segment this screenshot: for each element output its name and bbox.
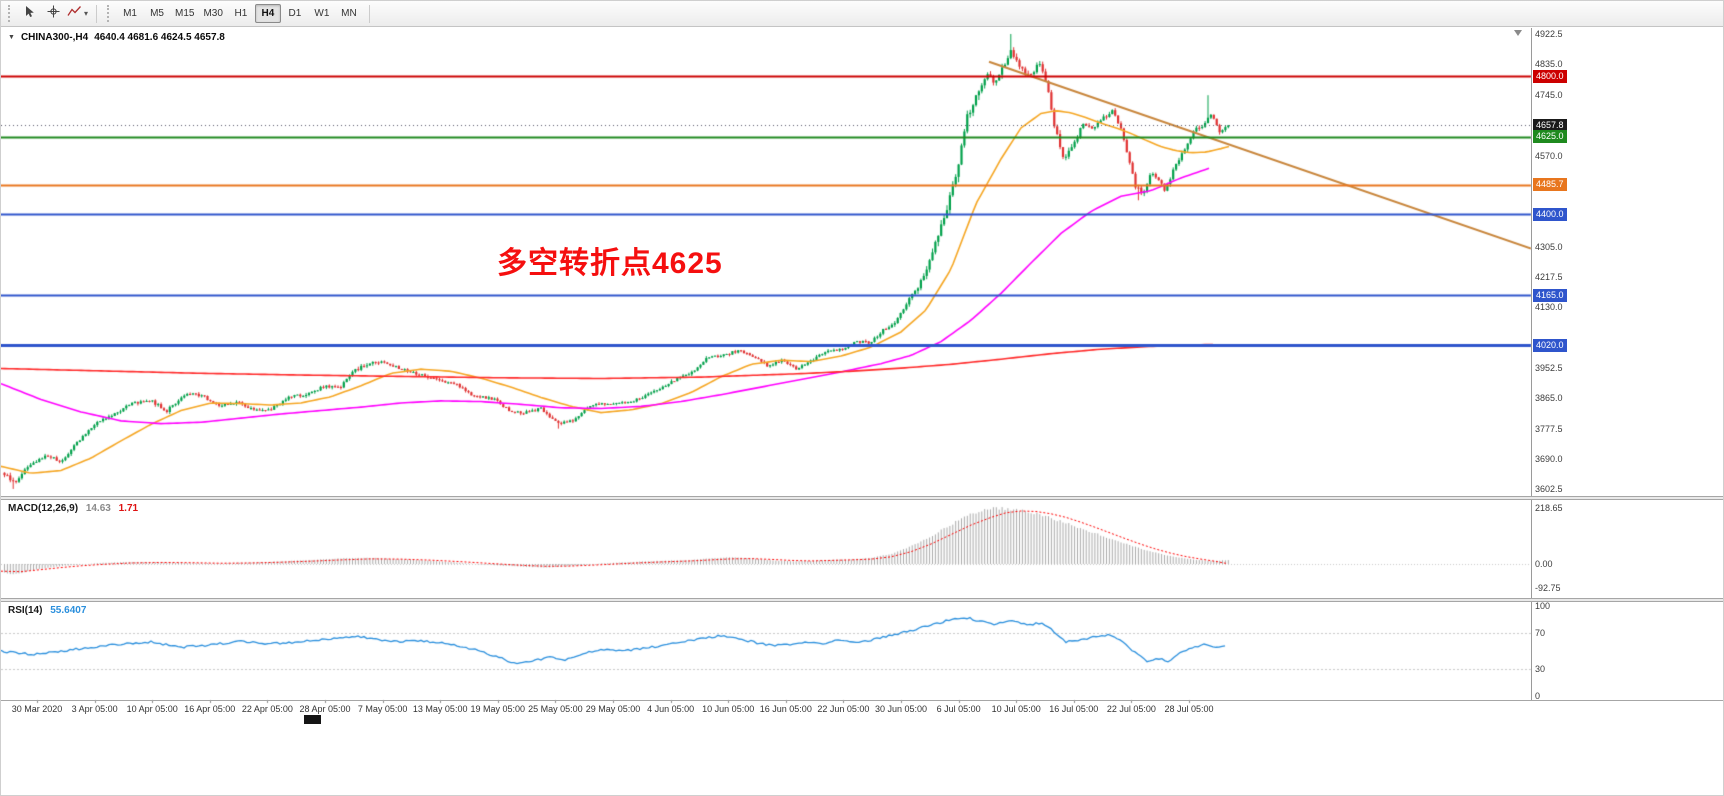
price-level-badge: 4800.0 — [1533, 69, 1567, 83]
time-axis-label: 6 Jul 05:00 — [936, 704, 981, 714]
time-axis-label: 22 Jul 05:00 — [1106, 704, 1156, 714]
price-level-badge: 4165.0 — [1533, 288, 1567, 302]
time-axis-label: 16 Jul 05:00 — [1049, 704, 1099, 714]
price-axis-label: 3865.0 — [1535, 393, 1563, 404]
time-axis-label: 10 Jul 05:00 — [991, 704, 1041, 714]
price-level-badge: 4400.0 — [1533, 207, 1567, 221]
taskbar-fragment — [304, 715, 321, 724]
symbol-ohlc: 4640.4 4681.6 4624.5 4657.8 — [94, 32, 225, 43]
rsi-value: 55.6407 — [50, 605, 87, 616]
cursor-icon — [23, 5, 36, 23]
time-axis-label: 28 Apr 05:00 — [299, 704, 351, 714]
macd-name: MACD(12,26,9) — [8, 503, 79, 514]
time-axis-label: 22 Jun 05:00 — [817, 704, 870, 714]
symbol-header: ▼ CHINA300-,H4 4640.4 4681.6 4624.5 4657… — [8, 32, 225, 43]
toolbar-grip[interactable] — [107, 5, 112, 22]
time-axis-label: 10 Jun 05:00 — [702, 704, 755, 714]
time-axis-label: 3 Apr 05:00 — [71, 704, 118, 714]
timeframe-button-m5[interactable]: M5 — [150, 8, 164, 19]
timeframe-button-h4[interactable]: H4 — [254, 4, 281, 23]
symbol-name: CHINA300-,H4 — [20, 32, 89, 43]
rsi-axis-label: 0 — [1535, 691, 1541, 701]
price-axis-label: 4570.0 — [1535, 150, 1563, 161]
panel-separator-macd[interactable] — [1, 496, 1723, 500]
timeframe-button-m1[interactable]: M1 — [123, 8, 137, 19]
timeframe-group: M1 M5 M15 M30 H1 H4 D1 W1 MN — [117, 4, 362, 23]
timeframe-button-m15[interactable]: M15 — [175, 8, 195, 19]
price-level-badge: 4020.0 — [1533, 338, 1567, 352]
time-axis-label: 30 Mar 2020 — [11, 704, 63, 714]
time-axis-label: 4 Jun 05:00 — [647, 704, 695, 714]
price-axis-label: 3690.0 — [1535, 453, 1563, 464]
price-level-badge: 4485.7 — [1533, 178, 1567, 192]
price-axis-label: 3602.5 — [1535, 483, 1563, 494]
price-axis-label: 4130.0 — [1535, 302, 1563, 313]
price-level-badge: 4625.0 — [1533, 130, 1567, 144]
toolbar-separator — [368, 4, 370, 23]
timeframe-button-d1[interactable]: D1 — [288, 8, 302, 19]
macd-axis-label: 0.00 — [1535, 559, 1553, 569]
time-axis-label: 16 Apr 05:00 — [184, 704, 236, 714]
toolbar-grip[interactable] — [8, 5, 13, 22]
rsi-axis-label: 70 — [1535, 628, 1546, 638]
time-axis-label: 10 Apr 05:00 — [126, 704, 178, 714]
time-axis-label: 16 Jun 05:00 — [759, 704, 812, 714]
price-axis-border — [1531, 28, 1532, 700]
rsi-indicator-label: RSI(14) 55.6407 — [8, 605, 86, 616]
price-axis-label: 3777.5 — [1535, 423, 1563, 434]
macd-main-value: 14.63 — [85, 503, 111, 514]
macd-axis-label: 218.65 — [1535, 502, 1563, 513]
time-axis-label: 19 May 05:00 — [470, 704, 526, 714]
chart-shift-marker-icon[interactable] — [1514, 30, 1522, 36]
rsi-name: RSI(14) — [8, 605, 43, 616]
price-axis-label: 4745.0 — [1535, 90, 1563, 101]
rsi-axis-label: 100 — [1535, 601, 1551, 611]
chart-annotation-text: 多空转折点4625 — [497, 247, 723, 280]
time-axis-label: 29 May 05:00 — [585, 704, 641, 714]
main-toolbar: ▾ M1 M5 M15 M30 H1 H4 D1 W1 MN — [1, 1, 1723, 27]
crosshair-icon — [47, 5, 60, 23]
time-axis-label: 13 May 05:00 — [412, 704, 468, 714]
macd-signal-value: 1.71 — [118, 503, 139, 514]
chevron-down-icon: ▾ — [84, 9, 89, 18]
cursor-tool-button[interactable] — [18, 4, 40, 24]
macd-indicator-label: MACD(12,26,9) 14.63 1.71 — [8, 503, 138, 514]
crosshair-tool-button[interactable] — [42, 4, 64, 24]
price-axis-label: 4305.0 — [1535, 241, 1563, 252]
price-axis-label: 4217.5 — [1535, 271, 1563, 282]
time-axis-separator — [1, 700, 1723, 701]
time-axis-label: 7 May 05:00 — [357, 704, 408, 714]
time-axis-label: 30 Jun 05:00 — [874, 704, 928, 714]
rsi-axis-label: 30 — [1535, 664, 1546, 674]
macd-axis-label: -92.75 — [1535, 582, 1561, 593]
time-axis-label: 22 Apr 05:00 — [241, 704, 293, 714]
toolbar-separator — [96, 4, 98, 23]
timeframe-button-w1[interactable]: W1 — [314, 8, 330, 19]
collapse-arrow-icon[interactable]: ▼ — [8, 34, 15, 41]
price-axis-label: 4922.5 — [1535, 29, 1563, 40]
line-studies-button[interactable]: ▾ — [66, 4, 89, 24]
panel-separator-rsi[interactable] — [1, 598, 1723, 602]
price-level-badge: 4657.8 — [1533, 118, 1567, 132]
price-axis-label: 3952.5 — [1535, 363, 1563, 374]
line-studies-icon — [67, 5, 82, 23]
price-axis-label: 4835.0 — [1535, 59, 1563, 70]
timeframe-button-mn[interactable]: MN — [341, 8, 357, 19]
timeframe-button-m30[interactable]: M30 — [203, 8, 223, 19]
time-axis-label: 28 Jul 05:00 — [1164, 704, 1214, 714]
time-axis-label: 25 May 05:00 — [528, 704, 583, 714]
timeframe-button-h1[interactable]: H1 — [234, 8, 248, 19]
